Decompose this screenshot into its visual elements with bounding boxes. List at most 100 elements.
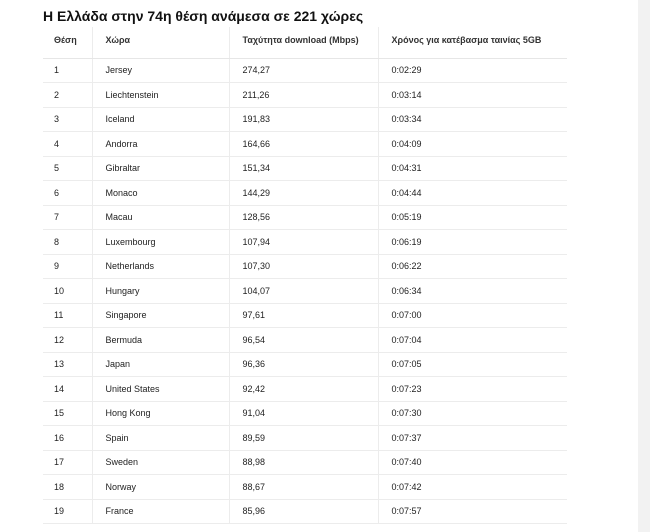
table-row: 3 Iceland 191,83 0:03:34 <box>43 107 567 132</box>
cell-rank: 11 <box>43 303 93 328</box>
cell-country: Jersey <box>92 58 230 83</box>
cell-rank: 1 <box>43 58 93 83</box>
cell-rank: 18 <box>43 474 93 500</box>
cell-speed: 274,27 <box>229 58 379 83</box>
cell-rank: 3 <box>43 107 93 132</box>
cell-time: 0:07:00 <box>378 303 567 328</box>
cell-country: Andorra <box>92 131 230 157</box>
cell-country: Sweden <box>92 450 230 475</box>
speed-table-wrapper: Θέση Χώρα Ταχύτητα download (Mbps) Χρόνο… <box>43 27 567 524</box>
cell-time: 0:04:09 <box>378 131 567 157</box>
cell-country: Hong Kong <box>92 401 230 426</box>
cell-speed: 88,98 <box>229 450 379 475</box>
speed-table: Θέση Χώρα Ταχύτητα download (Mbps) Χρόνο… <box>43 27 567 524</box>
cell-speed: 89,59 <box>229 425 379 451</box>
cell-country: Gibraltar <box>92 156 230 181</box>
cell-rank: 9 <box>43 254 93 279</box>
cell-country: Norway <box>92 474 230 500</box>
cell-time: 0:03:14 <box>378 82 567 108</box>
cell-time: 0:02:29 <box>378 58 567 83</box>
cell-speed: 144,29 <box>229 180 379 206</box>
header-country: Χώρα <box>92 27 230 59</box>
cell-speed: 104,07 <box>229 278 379 304</box>
table-row: 12 Bermuda 96,54 0:07:04 <box>43 327 567 353</box>
cell-country: Bermuda <box>92 327 230 353</box>
table-row: 16 Spain 89,59 0:07:37 <box>43 425 567 451</box>
right-side-panel <box>638 0 650 532</box>
cell-country: Singapore <box>92 303 230 328</box>
table-row: 15 Hong Kong 91,04 0:07:30 <box>43 401 567 426</box>
table-row: 8 Luxembourg 107,94 0:06:19 <box>43 229 567 255</box>
cell-rank: 4 <box>43 131 93 157</box>
cell-speed: 107,30 <box>229 254 379 279</box>
cell-time: 0:07:40 <box>378 450 567 475</box>
cell-rank: 10 <box>43 278 93 304</box>
cell-time: 0:07:37 <box>378 425 567 451</box>
table-row: 9 Netherlands 107,30 0:06:22 <box>43 254 567 279</box>
cell-country: France <box>92 499 230 524</box>
cell-time: 0:07:57 <box>378 499 567 524</box>
cell-speed: 107,94 <box>229 229 379 255</box>
cell-country: Spain <box>92 425 230 451</box>
cell-rank: 14 <box>43 376 93 402</box>
cell-country: Monaco <box>92 180 230 206</box>
cell-time: 0:07:23 <box>378 376 567 402</box>
cell-speed: 96,36 <box>229 352 379 377</box>
table-body: 1 Jersey 274,27 0:02:29 2 Liechtenstein 211,26… <box>43 58 567 524</box>
cell-speed: 96,54 <box>229 327 379 353</box>
cell-rank: 17 <box>43 450 93 475</box>
table-row: 4 Andorra 164,66 0:04:09 <box>43 131 567 157</box>
cell-rank: 19 <box>43 499 93 524</box>
cell-time: 0:06:22 <box>378 254 567 279</box>
cell-rank: 16 <box>43 425 93 451</box>
cell-speed: 164,66 <box>229 131 379 157</box>
cell-country: Liechtenstein <box>92 82 230 108</box>
cell-time: 0:04:44 <box>378 180 567 206</box>
cell-rank: 5 <box>43 156 93 181</box>
cell-speed: 85,96 <box>229 499 379 524</box>
table-row: 1 Jersey 274,27 0:02:29 <box>43 58 567 83</box>
header-speed: Ταχύτητα download (Mbps) <box>229 27 379 59</box>
cell-speed: 151,34 <box>229 156 379 181</box>
cell-country: United States <box>92 376 230 402</box>
cell-time: 0:05:19 <box>378 205 567 230</box>
cell-speed: 91,04 <box>229 401 379 426</box>
cell-rank: 12 <box>43 327 93 353</box>
cell-country: Hungary <box>92 278 230 304</box>
table-row: 19 France 85,96 0:07:57 <box>43 499 567 524</box>
header-rank: Θέση <box>43 27 93 59</box>
cell-time: 0:04:31 <box>378 156 567 181</box>
cell-speed: 211,26 <box>229 82 379 108</box>
cell-country: Iceland <box>92 107 230 132</box>
cell-rank: 6 <box>43 180 93 206</box>
table-row: 13 Japan 96,36 0:07:05 <box>43 352 567 377</box>
cell-country: Japan <box>92 352 230 377</box>
cell-time: 0:07:30 <box>378 401 567 426</box>
cell-time: 0:07:42 <box>378 474 567 500</box>
cell-country: Netherlands <box>92 254 230 279</box>
table-row: 10 Hungary 104,07 0:06:34 <box>43 278 567 304</box>
table-row: 18 Norway 88,67 0:07:42 <box>43 474 567 500</box>
cell-rank: 13 <box>43 352 93 377</box>
cell-speed: 128,56 <box>229 205 379 230</box>
cell-time: 0:07:05 <box>378 352 567 377</box>
table-row: 7 Macau 128,56 0:05:19 <box>43 205 567 230</box>
page-title: Η Ελλάδα στην 74η θέση ανάμεσα σε 221 χώ… <box>43 8 364 24</box>
table-row: 14 United States 92,42 0:07:23 <box>43 376 567 402</box>
cell-rank: 15 <box>43 401 93 426</box>
cell-time: 0:06:34 <box>378 278 567 304</box>
table-header-row: Θέση Χώρα Ταχύτητα download (Mbps) Χρόνο… <box>43 27 567 59</box>
table-row: 5 Gibraltar 151,34 0:04:31 <box>43 156 567 181</box>
cell-time: 0:06:19 <box>378 229 567 255</box>
cell-speed: 88,67 <box>229 474 379 500</box>
table-row: 2 Liechtenstein 211,26 0:03:14 <box>43 82 567 108</box>
cell-speed: 97,61 <box>229 303 379 328</box>
cell-country: Luxembourg <box>92 229 230 255</box>
cell-country: Macau <box>92 205 230 230</box>
table-row: 11 Singapore 97,61 0:07:00 <box>43 303 567 328</box>
cell-speed: 191,83 <box>229 107 379 132</box>
cell-time: 0:07:04 <box>378 327 567 353</box>
table-row: 17 Sweden 88,98 0:07:40 <box>43 450 567 475</box>
cell-time: 0:03:34 <box>378 107 567 132</box>
